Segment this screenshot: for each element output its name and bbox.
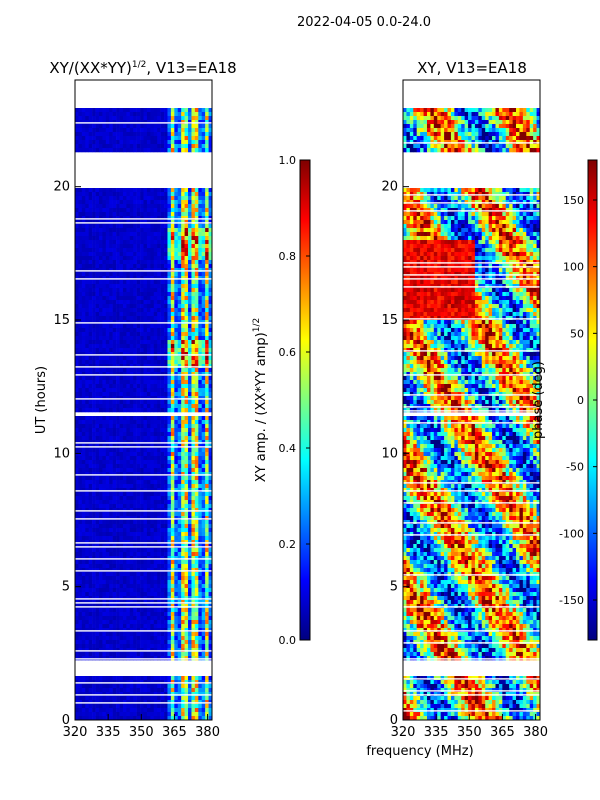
phase-colorbar-tick-label: -50 <box>566 461 584 474</box>
phase-xtick-label: 350 <box>457 725 482 740</box>
amplitude-colorbar-tick-label: 0.4 <box>279 442 297 455</box>
amplitude-heatmap <box>75 108 213 721</box>
amplitude-plot-frame <box>74 79 213 721</box>
phase-ytick-label: 5 <box>390 580 398 595</box>
amplitude-ytick-label: 0 <box>62 713 70 728</box>
amplitude-colorbar-gradient <box>299 159 311 641</box>
amplitude-ytick-label: 20 <box>53 180 70 195</box>
amplitude-colorbar-tick-label: 0.2 <box>279 538 297 551</box>
amplitude-ytick-label: 15 <box>53 313 70 328</box>
amplitude-colorbar-ticks: 0.0 0.2 0.4 0.6 0.8 1.0 <box>279 154 310 647</box>
phase-plot-frame <box>402 79 541 721</box>
amplitude-axis-ticks: 320 335 350 365 380 0 5 10 15 20 <box>53 180 220 740</box>
phase-xtick-label: 335 <box>424 725 449 740</box>
phase-colorbar-tick-label: -100 <box>559 527 584 540</box>
phase-axis-ticks: 320 335 350 365 380 0 5 10 15 20 <box>381 180 548 740</box>
amplitude-xtick-label: 365 <box>162 725 187 740</box>
phase-colorbar-label: phase (deg) <box>531 361 546 439</box>
amplitude-xtick-label: 320 <box>63 725 88 740</box>
phase-colorbar-tick-label: 50 <box>570 327 584 340</box>
amplitude-xtick-label: 350 <box>129 725 154 740</box>
amplitude-panel-title: XY/(XX*YY)1/2, V13=EA18 <box>49 59 236 77</box>
phase-colorbar-tick-label: 100 <box>563 261 584 274</box>
amplitude-colorbar-tick-label: 0.6 <box>279 346 297 359</box>
amplitude-xtick-label: 380 <box>195 725 220 740</box>
phase-xtick-label: 320 <box>391 725 416 740</box>
phase-colorbar-tick-label: 150 <box>563 194 584 207</box>
amplitude-colorbar-tick-label: 1.0 <box>279 154 297 167</box>
amplitude-ylabel: UT (hours) <box>34 366 49 434</box>
phase-ytick-label: 15 <box>381 313 398 328</box>
phase-colorbar-tick-label: -150 <box>559 594 584 607</box>
phase-ytick-label: 10 <box>381 446 398 461</box>
amplitude-colorbar-tick-label: 0.8 <box>279 250 297 263</box>
amplitude-colorbar-tick-label: 0.0 <box>279 634 297 647</box>
phase-colorbar-tick-label: 0 <box>577 394 584 407</box>
amplitude-ytick-label: 5 <box>62 580 70 595</box>
phase-xtick-label: 365 <box>490 725 515 740</box>
phase-ytick-label: 20 <box>381 180 398 195</box>
phase-colorbar: -150 -100 -50 0 50 100 150 phase (deg) <box>531 159 598 641</box>
phase-panel-title: XY, V13=EA18 <box>417 59 527 77</box>
amplitude-colorbar-label: XY amp. / (XX*YY amp)1/2 <box>252 318 269 482</box>
phase-ytick-label: 0 <box>390 713 398 728</box>
phase-colorbar-ticks: -150 -100 -50 0 50 100 150 <box>559 194 597 607</box>
amplitude-colorbar: 0.0 0.2 0.4 0.6 0.8 1.0 XY amp. / (XX*YY amp)… <box>252 154 311 647</box>
amplitude-panel: XY/(XX*YY)1/2, V13=EA18 320 335 350 365 380 0… <box>34 59 237 740</box>
amplitude-ytick-label: 10 <box>53 446 70 461</box>
frequency-xlabel: frequency (MHz) <box>366 744 473 759</box>
figure-suptitle: 2022-04-05 0.0-24.0 <box>297 15 431 30</box>
phase-xtick-label: 380 <box>523 725 548 740</box>
amplitude-xtick-label: 335 <box>96 725 121 740</box>
phase-panel: XY, V13=EA18 320 335 350 365 380 0 5 10 15 20 fre… <box>366 59 548 759</box>
phase-heatmap <box>403 108 541 721</box>
